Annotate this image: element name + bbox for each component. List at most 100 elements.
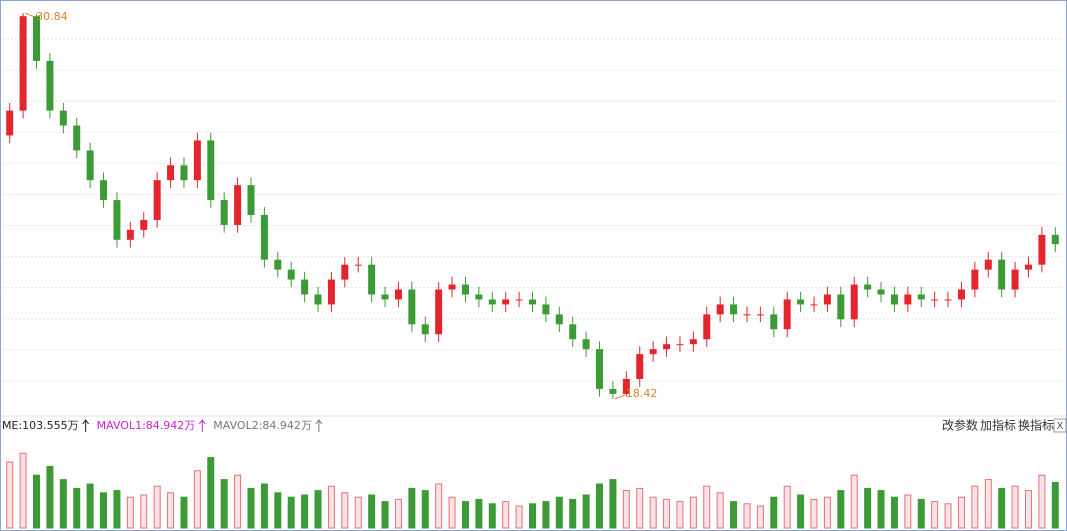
candle-body <box>716 304 724 315</box>
candle-body <box>140 219 148 230</box>
volume-bar <box>274 492 282 529</box>
candle-body <box>301 279 309 295</box>
candle-body <box>636 354 644 379</box>
legend-arrow <box>82 419 90 432</box>
volume-bar <box>770 496 778 529</box>
candle-body <box>944 299 952 301</box>
volume-legend: ME:103.555万 MAVOL1:84.942万 MAVOL2:84.942万 <box>2 419 323 432</box>
candle-body <box>917 294 925 300</box>
candle-body <box>877 289 885 295</box>
candle-body <box>797 299 805 305</box>
candle-body <box>864 284 872 290</box>
candle-body <box>823 294 831 305</box>
candle-body <box>984 259 992 270</box>
volume-bar <box>354 496 362 529</box>
candle-body <box>837 294 845 320</box>
candle-body <box>19 16 27 111</box>
candle-body <box>475 294 483 300</box>
candle-body <box>1024 264 1032 270</box>
volume-bar <box>381 501 389 529</box>
candle-body <box>435 289 443 335</box>
candle-body <box>287 269 295 280</box>
volume-bar <box>663 498 671 529</box>
volume-bar <box>515 505 523 529</box>
volume-bar <box>569 498 577 529</box>
legend-entry: ME:103.555万 <box>2 419 79 432</box>
volume-bar <box>234 474 242 529</box>
candle-body <box>555 314 563 325</box>
volume-bar <box>314 490 322 529</box>
volume-bar <box>1038 474 1046 529</box>
volume-bar <box>167 492 175 529</box>
volume-bar <box>810 498 818 529</box>
volume-bar <box>689 496 697 529</box>
candle-body <box>220 200 228 225</box>
volume-bar <box>488 503 496 529</box>
close-box[interactable] <box>1053 418 1067 433</box>
candle-body <box>649 349 657 355</box>
candle-body <box>73 125 81 151</box>
candle-body <box>689 339 697 345</box>
volume-bar <box>797 494 805 529</box>
min-marker <box>614 394 626 400</box>
candle-body <box>394 289 402 300</box>
volume-bar <box>596 483 604 529</box>
volume-bar <box>622 490 630 529</box>
candle-body <box>448 284 456 290</box>
candle-body <box>100 180 108 201</box>
candle-body <box>180 165 188 181</box>
button[interactable]: 加指标 <box>980 418 1016 433</box>
grid <box>3 38 1062 382</box>
candle-body <box>113 200 121 240</box>
volume-bar <box>19 452 27 529</box>
candle-body <box>488 299 496 305</box>
volume-bar <box>931 501 939 529</box>
candle-body <box>676 344 684 346</box>
candle-body <box>167 165 175 181</box>
candle-body <box>59 110 67 126</box>
volume-bar <box>193 470 201 529</box>
candle-body <box>663 344 671 350</box>
volume-bar <box>837 490 845 529</box>
volume-bar <box>6 461 14 529</box>
volume-bar <box>864 487 872 529</box>
volume-bar <box>113 490 121 529</box>
volume-bar <box>529 503 536 529</box>
candle-body <box>596 349 604 389</box>
candle-body <box>341 264 349 280</box>
button[interactable]: 改参数 <box>942 418 978 433</box>
volume-bar <box>448 496 456 529</box>
volume-bar <box>475 498 483 529</box>
candle-body <box>529 299 536 305</box>
volume-bar <box>126 496 134 529</box>
candle-body <box>502 299 510 305</box>
volume-bar <box>636 487 644 529</box>
candle-body <box>703 314 711 340</box>
volume-bar <box>220 479 228 529</box>
volume-bar <box>435 483 443 529</box>
close-button[interactable]: X <box>1057 421 1064 432</box>
candle-body <box>810 304 818 306</box>
legend-entry: MAVOL2:84.942万 <box>213 419 312 432</box>
candle-body <box>207 140 215 201</box>
volume-bar <box>582 494 590 529</box>
volume-bar <box>394 498 402 529</box>
volume-bar <box>649 496 657 529</box>
candle-body <box>770 314 778 330</box>
volume-bar <box>1011 485 1019 529</box>
candle-body <box>247 185 255 215</box>
volume-bar <box>703 485 711 529</box>
candle-body <box>126 229 134 240</box>
volume-bar <box>73 487 81 529</box>
candle-body <box>461 284 469 295</box>
candle-body <box>622 378 630 394</box>
candle-body <box>904 294 912 305</box>
candle-body <box>153 180 161 220</box>
button[interactable]: 换指标 <box>1018 418 1054 433</box>
volume-bar <box>327 485 335 529</box>
volume-panel <box>6 452 1059 529</box>
price-panel: 30.84 18.42 <box>6 10 1059 400</box>
volume-bar <box>850 474 858 529</box>
volume-bar <box>730 501 738 529</box>
